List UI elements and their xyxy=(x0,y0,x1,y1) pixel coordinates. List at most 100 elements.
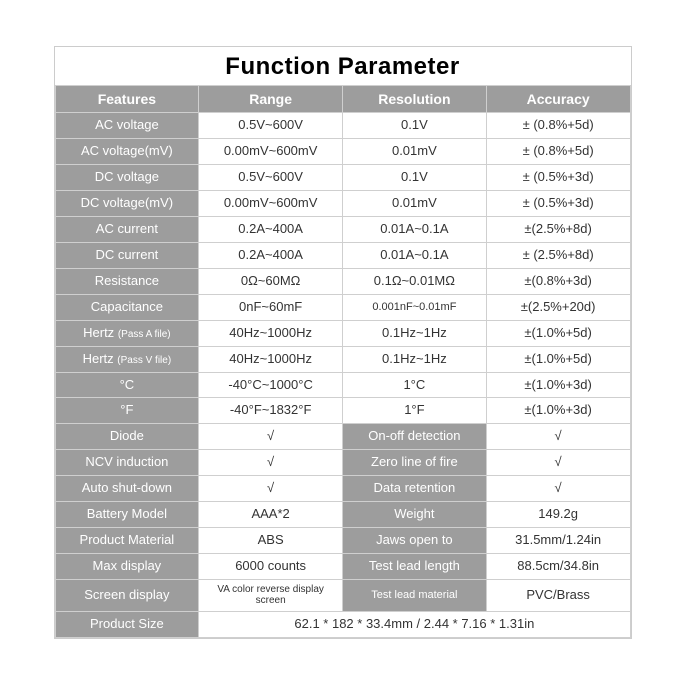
hertz-sub: (Pass V file) xyxy=(117,355,171,366)
col-range: Range xyxy=(199,86,343,113)
accuracy-cell: ± (0.5%+3d) xyxy=(486,165,630,191)
pair-label: Battery Model xyxy=(55,502,199,528)
pair-value: √ xyxy=(486,450,630,476)
table-row: Resistance 0Ω~60MΩ 0.1Ω~0.01MΩ ±(0.8%+3d… xyxy=(55,268,630,294)
pair-label: On-off detection xyxy=(343,424,487,450)
accuracy-cell: ±(2.5%+20d) xyxy=(486,294,630,320)
accuracy-cell: ± (0.8%+5d) xyxy=(486,113,630,139)
feature-label: AC current xyxy=(55,216,199,242)
spec-sheet: Function Parameter Features Range Resolu… xyxy=(54,46,632,639)
feature-label: Resistance xyxy=(55,268,199,294)
pair-label: Jaws open to xyxy=(343,528,487,554)
feature-label: AC voltage(mV) xyxy=(55,139,199,165)
feature-label: °F xyxy=(55,398,199,424)
table-row: Product Material ABS Jaws open to 31.5mm… xyxy=(55,528,630,554)
pair-value: VA color reverse display screen xyxy=(199,580,343,612)
pair-label: Max display xyxy=(55,554,199,580)
range-cell: 40Hz~1000Hz xyxy=(199,346,343,372)
range-cell: 0.00mV~600mV xyxy=(199,190,343,216)
range-cell: -40°F~1832°F xyxy=(199,398,343,424)
resolution-cell: 1°F xyxy=(343,398,487,424)
table-row: DC current 0.2A~400A 0.01A~0.1A ± (2.5%+… xyxy=(55,242,630,268)
spec-table: Features Range Resolution Accuracy AC vo… xyxy=(55,85,631,638)
accuracy-cell: ± (0.8%+5d) xyxy=(486,139,630,165)
col-accuracy: Accuracy xyxy=(486,86,630,113)
col-resolution: Resolution xyxy=(343,86,487,113)
range-cell: 0Ω~60MΩ xyxy=(199,268,343,294)
range-cell: 40Hz~1000Hz xyxy=(199,320,343,346)
table-row: DC voltage 0.5V~600V 0.1V ± (0.5%+3d) xyxy=(55,165,630,191)
accuracy-cell: ±(0.8%+3d) xyxy=(486,268,630,294)
table-row: Screen display VA color reverse display … xyxy=(55,580,630,612)
table-row: Hertz (Pass A file) 40Hz~1000Hz 0.1Hz~1H… xyxy=(55,320,630,346)
resolution-cell: 0.01mV xyxy=(343,139,487,165)
feature-label: Hertz (Pass V file) xyxy=(55,346,199,372)
table-row: AC voltage 0.5V~600V 0.1V ± (0.8%+5d) xyxy=(55,113,630,139)
range-cell: 0.2A~400A xyxy=(199,216,343,242)
pair-label: Auto shut-down xyxy=(55,476,199,502)
pair-value: PVC/Brass xyxy=(486,580,630,612)
resolution-cell: 0.1V xyxy=(343,113,487,139)
pair-label: Zero line of fire xyxy=(343,450,487,476)
feature-label: DC voltage(mV) xyxy=(55,190,199,216)
feature-label: DC current xyxy=(55,242,199,268)
accuracy-cell: ±(1.0%+5d) xyxy=(486,346,630,372)
table-row: °F -40°F~1832°F 1°F ±(1.0%+3d) xyxy=(55,398,630,424)
pair-value: AAA*2 xyxy=(199,502,343,528)
page-title: Function Parameter xyxy=(55,47,631,85)
table-row: Diode √ On-off detection √ xyxy=(55,424,630,450)
table-row: NCV induction √ Zero line of fire √ xyxy=(55,450,630,476)
table-row: Product Size 62.1 * 182 * 33.4mm / 2.44 … xyxy=(55,612,630,638)
table-row: Auto shut-down √ Data retention √ xyxy=(55,476,630,502)
hertz-main: Hertz xyxy=(83,351,114,366)
resolution-cell: 0.01A~0.1A xyxy=(343,242,487,268)
col-features: Features xyxy=(55,86,199,113)
feature-label: Capacitance xyxy=(55,294,199,320)
resolution-cell: 0.001nF~0.01mF xyxy=(343,294,487,320)
range-cell: 0.5V~600V xyxy=(199,165,343,191)
pair-value: √ xyxy=(199,424,343,450)
pair-value: 149.2g xyxy=(486,502,630,528)
range-cell: 0.5V~600V xyxy=(199,113,343,139)
table-row: Capacitance 0nF~60mF 0.001nF~0.01mF ±(2.… xyxy=(55,294,630,320)
table-row: Battery Model AAA*2 Weight 149.2g xyxy=(55,502,630,528)
range-cell: 0.2A~400A xyxy=(199,242,343,268)
feature-label: AC voltage xyxy=(55,113,199,139)
table-row: DC voltage(mV) 0.00mV~600mV 0.01mV ± (0.… xyxy=(55,190,630,216)
pair-value: ABS xyxy=(199,528,343,554)
table-row: Hertz (Pass V file) 40Hz~1000Hz 0.1Hz~1H… xyxy=(55,346,630,372)
table-row: °C -40°C~1000°C 1°C ±(1.0%+3d) xyxy=(55,372,630,398)
pair-label: NCV induction xyxy=(55,450,199,476)
feature-label: Hertz (Pass A file) xyxy=(55,320,199,346)
resolution-cell: 0.1Ω~0.01MΩ xyxy=(343,268,487,294)
pair-value: 88.5cm/34.8in xyxy=(486,554,630,580)
pair-label: Test lead length xyxy=(343,554,487,580)
accuracy-cell: ±(1.0%+3d) xyxy=(486,372,630,398)
pair-label: Diode xyxy=(55,424,199,450)
hertz-main: Hertz xyxy=(83,325,114,340)
pair-value: √ xyxy=(486,424,630,450)
pair-value: 6000 counts xyxy=(199,554,343,580)
pair-label: Product Material xyxy=(55,528,199,554)
resolution-cell: 0.1Hz~1Hz xyxy=(343,320,487,346)
size-label: Product Size xyxy=(55,612,199,638)
accuracy-cell: ± (0.5%+3d) xyxy=(486,190,630,216)
pair-value: √ xyxy=(199,476,343,502)
range-cell: -40°C~1000°C xyxy=(199,372,343,398)
pair-value: √ xyxy=(486,476,630,502)
table-row: Max display 6000 counts Test lead length… xyxy=(55,554,630,580)
pair-label: Data retention xyxy=(343,476,487,502)
header-row: Features Range Resolution Accuracy xyxy=(55,86,630,113)
accuracy-cell: ± (2.5%+8d) xyxy=(486,242,630,268)
pair-label: Screen display xyxy=(55,580,199,612)
feature-label: °C xyxy=(55,372,199,398)
pair-label: Weight xyxy=(343,502,487,528)
accuracy-cell: ±(2.5%+8d) xyxy=(486,216,630,242)
pair-label: Test lead material xyxy=(343,580,487,612)
resolution-cell: 0.1Hz~1Hz xyxy=(343,346,487,372)
hertz-sub: (Pass A file) xyxy=(118,329,171,340)
size-value: 62.1 * 182 * 33.4mm / 2.44 * 7.16 * 1.31… xyxy=(199,612,630,638)
resolution-cell: 0.1V xyxy=(343,165,487,191)
range-cell: 0nF~60mF xyxy=(199,294,343,320)
pair-value: √ xyxy=(199,450,343,476)
